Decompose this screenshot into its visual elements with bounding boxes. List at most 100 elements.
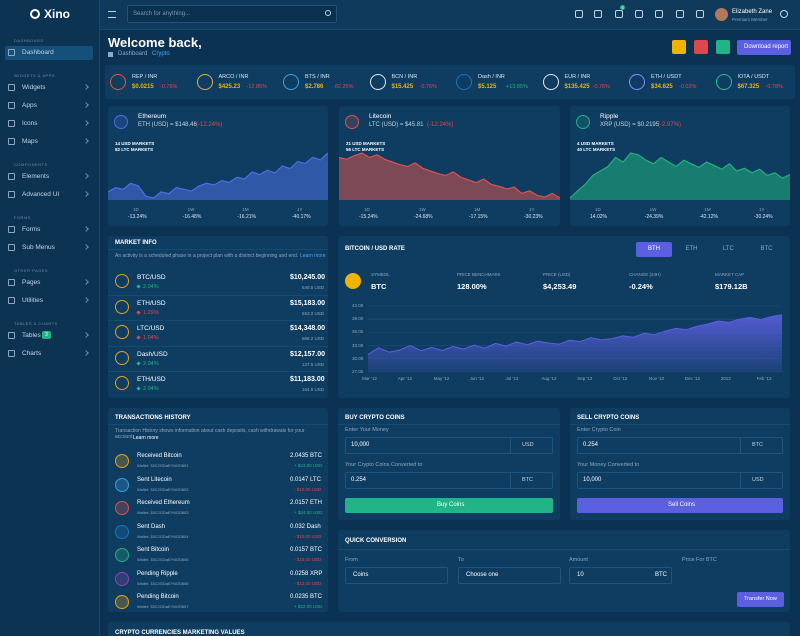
breadcrumb: Crypto	[152, 51, 170, 57]
section-heading: OTHER PAGES	[14, 268, 49, 273]
select-value: Coins	[353, 572, 369, 578]
menu-item[interactable]: Sub Menus	[22, 244, 55, 251]
top-icon[interactable]	[575, 10, 583, 18]
coin-name: Ripple	[600, 113, 619, 120]
menu-icon[interactable]	[8, 102, 15, 109]
tab[interactable]	[636, 242, 672, 257]
menu-item[interactable]: Charts	[22, 350, 42, 357]
download-button[interactable]	[737, 40, 791, 55]
input[interactable]	[577, 472, 783, 489]
top-icon[interactable]	[635, 10, 643, 18]
menu-item[interactable]: Elements	[22, 173, 50, 180]
divider	[338, 549, 790, 550]
period-label: 1M	[474, 207, 481, 212]
select[interactable]	[458, 567, 561, 584]
tab-label[interactable]: LTC	[723, 246, 734, 252]
ticker-pair: ETH / USDT	[651, 74, 682, 80]
market-change: 2.04%	[143, 284, 159, 290]
select[interactable]	[569, 567, 672, 584]
icon	[345, 115, 359, 129]
menu-item[interactable]: Tables	[22, 332, 41, 339]
ltc-markets: 56 LTC MARKETS	[346, 147, 385, 152]
icon	[345, 273, 361, 289]
menu-item[interactable]: Advanced UI	[22, 191, 60, 198]
market-change: 2.04%	[143, 360, 159, 367]
menu-icon[interactable]	[8, 49, 15, 56]
tx-amount: 0.0235 BTC	[290, 594, 323, 600]
menu-item[interactable]: Forms	[22, 226, 41, 233]
x-tick-label: Oct '12	[613, 376, 628, 381]
ticker-pair: Dash / INR	[478, 74, 505, 80]
menu-icon[interactable]	[8, 332, 15, 339]
ticker-price: $0.0215	[132, 84, 154, 90]
coin-card	[108, 106, 328, 226]
cart-badge: 5	[620, 5, 626, 10]
menu-icon[interactable]	[8, 226, 15, 233]
learn-more[interactable]: Learn more	[300, 253, 326, 259]
tab-label[interactable]: BTH	[648, 246, 660, 252]
period-label: 1W	[649, 207, 657, 212]
y-tick-label: 36.00	[352, 329, 364, 335]
input[interactable]	[345, 472, 553, 489]
ticker-pair: BTS / INR	[305, 74, 330, 80]
menu-icon[interactable]	[8, 173, 15, 180]
card-title: TRANSACTIONS HISTORY	[115, 415, 191, 421]
menu-icon[interactable]	[8, 350, 15, 357]
action-button[interactable]	[716, 40, 730, 54]
x-tick-label: 2012	[720, 376, 731, 381]
top-icon[interactable]	[676, 10, 684, 18]
menu-icon[interactable]	[8, 120, 15, 127]
input[interactable]	[345, 437, 553, 454]
select[interactable]	[345, 567, 448, 584]
ticker-change: -0.78%	[765, 84, 783, 90]
button-label[interactable]: Buy Coins	[437, 502, 465, 508]
menu-icon[interactable]	[8, 279, 15, 286]
sell-button[interactable]	[577, 498, 783, 513]
area	[570, 153, 790, 200]
menu-item[interactable]: Icons	[22, 120, 38, 127]
transfer-button[interactable]	[737, 592, 784, 607]
icon	[283, 74, 299, 90]
menu-icon[interactable]	[8, 297, 15, 304]
field-label: Price For BTC	[682, 557, 717, 563]
menu-icon[interactable]	[8, 84, 15, 91]
input[interactable]	[577, 437, 783, 454]
button-label[interactable]: Transfer Now	[744, 596, 777, 602]
top-icon[interactable]	[615, 10, 623, 18]
menu-item[interactable]: Maps	[22, 138, 38, 145]
menu-icon[interactable]	[8, 191, 15, 198]
icon	[110, 74, 126, 90]
menu-item[interactable]: Dashboard	[22, 49, 54, 56]
market-change: 1.29%	[143, 309, 159, 316]
button-label[interactable]: Sell Coins	[668, 502, 696, 508]
ticker-change: -0.76%	[592, 84, 610, 90]
top-icon[interactable]	[594, 10, 602, 18]
tab-label[interactable]: BTC	[760, 246, 773, 252]
search-box[interactable]	[127, 5, 337, 23]
field-label: Enter Your Money	[345, 427, 389, 433]
x-tick-label: Jun '12	[469, 376, 484, 381]
menu-item[interactable]: Utilities	[22, 297, 43, 304]
menu-item[interactable]: Pages	[22, 279, 41, 286]
action-button[interactable]	[694, 40, 708, 54]
menu-item[interactable]: Apps	[22, 102, 37, 109]
section-heading: TABLES & CHARTS	[14, 321, 58, 326]
icon	[576, 115, 590, 129]
menu-icon[interactable]	[8, 138, 15, 145]
menu-item[interactable]: Widgets	[22, 84, 46, 91]
learn-more[interactable]: Learn more	[133, 435, 159, 441]
menu-toggle[interactable]	[108, 11, 116, 18]
market-volume: 164.5 USD	[302, 387, 325, 392]
top-icon[interactable]	[655, 10, 663, 18]
menu-icon[interactable]	[8, 244, 15, 251]
top-icon[interactable]	[696, 10, 704, 18]
settings[interactable]	[780, 10, 788, 18]
period-label: 1M	[704, 207, 711, 212]
market-pair: LTC/USD	[137, 325, 165, 332]
tx-usd: + $23.00 USD	[294, 463, 323, 468]
buy-button[interactable]	[345, 498, 553, 513]
action-button[interactable]	[672, 40, 686, 54]
tab-label[interactable]: ETH	[685, 246, 698, 252]
field-label: Your Money Converted to	[577, 462, 640, 468]
